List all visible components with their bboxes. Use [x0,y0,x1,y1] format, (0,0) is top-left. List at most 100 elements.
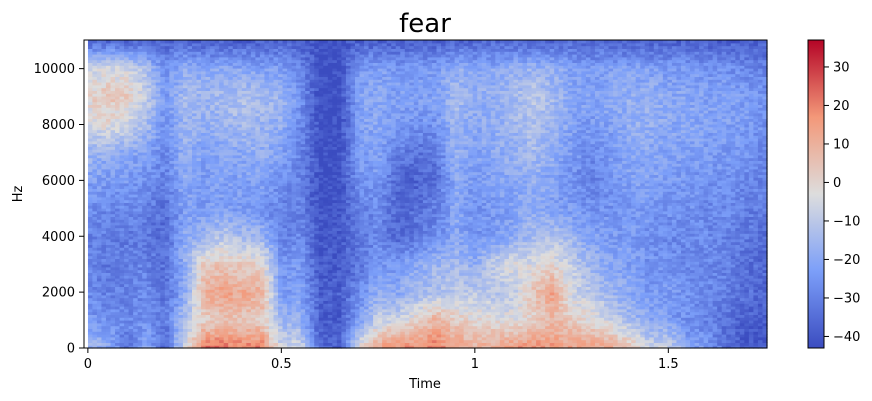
spectrogram-cell [182,90,189,94]
spectrogram-cell [219,247,225,251]
spectrogram-cell [228,238,234,243]
spectrogram-cell [160,171,166,175]
spectrogram-cell [96,82,103,86]
spectrogram-cell [237,264,243,268]
spectrogram-cell [278,160,284,164]
spectrogram-cell [173,121,180,125]
spectrogram-cell [178,79,184,83]
spectrogram-cell [182,289,189,293]
spectrogram-cell [160,199,166,203]
spectrogram-cell [214,213,220,217]
spectrogram-cell [110,227,116,231]
spectrogram-cell [210,112,216,117]
spectrogram-cell [87,224,93,229]
spectrogram-cell [151,294,157,299]
spectrogram-cell [196,76,202,80]
spectrogram-cell [173,255,180,259]
spectrogram-cell [151,104,157,108]
spectrogram-cell [119,68,125,72]
spectrogram-cell [187,146,193,150]
spectrogram-cell [169,300,175,304]
spectrogram-cell [205,73,211,77]
spectrogram-cell [101,68,107,72]
spectrogram-cell [128,269,134,273]
spectrogram-cell [214,264,220,268]
spectrogram-cell [151,110,157,114]
spectrogram-cell [128,339,134,343]
spectrogram-cell [232,135,238,139]
spectrogram-cell [273,339,279,343]
spectrogram-cell [250,163,256,167]
spectrogram-cell [210,250,216,254]
spectrogram-cell [291,339,297,343]
spectrogram-cell [228,171,234,175]
spectrogram-cell [223,278,229,282]
spectrogram-cell [273,216,279,220]
spectrogram-cell [155,51,161,55]
spectrogram-cell [264,219,270,223]
spectrogram-cell [201,224,207,229]
spectrogram-cell [205,121,211,125]
spectrogram-cell [259,300,266,304]
spectrogram-cell [287,140,293,145]
spectrogram-cell [237,42,243,47]
spectrogram-cell [115,222,121,226]
spectrogram-cell [246,79,252,83]
spectrogram-cell [96,90,103,94]
spectrogram-cell [287,82,293,86]
spectrogram-cell [105,247,112,251]
spectrogram-cell [151,135,157,139]
spectrogram-cell [282,216,288,220]
spectrogram-cell [237,138,243,142]
spectrogram-cell [255,79,261,83]
spectrogram-cell [282,210,288,215]
spectrogram-cell [214,121,220,125]
spectrogram-cell [210,264,216,268]
spectrogram-cell [151,194,157,198]
spectrogram-cell [259,336,266,341]
spectrogram-cell [214,124,220,128]
spectrogram-cell [142,342,148,346]
spectrogram-cell [92,68,98,72]
spectrogram-cell [250,294,256,299]
spectrogram-cell [214,255,220,259]
spectrogram-cell [151,289,157,293]
spectrogram-cell [241,250,247,254]
spectrogram-cell [201,199,207,203]
spectrogram-cell [92,339,98,343]
spectrogram-cell [255,98,261,103]
spectrogram-cell [178,48,184,52]
spectrogram-cell [228,126,234,131]
spectrogram-cell [210,56,216,61]
spectrogram-cell [268,171,275,175]
spectrogram-cell [219,233,225,237]
spectrogram-cell [205,280,211,285]
spectrogram-cell [87,65,93,69]
spectrogram-cell [282,154,288,159]
spectrogram-cell [268,143,275,147]
spectrogram-cell [124,244,130,248]
spectrogram-cell [182,185,189,189]
spectrogram-cell [137,118,143,122]
spectrogram-cell [250,177,256,181]
spectrogram-cell [228,222,234,226]
spectrogram-cell [133,160,139,164]
spectrogram-cell [110,146,116,150]
spectrogram-cell [182,107,189,111]
spectrogram-cell [250,185,256,189]
spectrogram-cell [169,306,175,310]
spectrogram-cell [268,334,275,338]
spectrogram-cell [96,283,103,287]
spectrogram-cell [164,306,170,310]
spectrogram-cell [142,174,148,178]
spectrogram-cell [259,90,266,94]
spectrogram-cell [250,264,256,268]
spectrogram-cell [205,213,211,217]
spectrogram-cell [133,264,139,268]
spectrogram-cell [128,62,134,66]
spectrogram-cell [268,168,275,173]
spectrogram-cell [268,191,275,195]
spectrogram-cell [133,42,139,47]
spectrogram-cell [196,241,202,245]
spectrogram-cell [133,168,139,173]
